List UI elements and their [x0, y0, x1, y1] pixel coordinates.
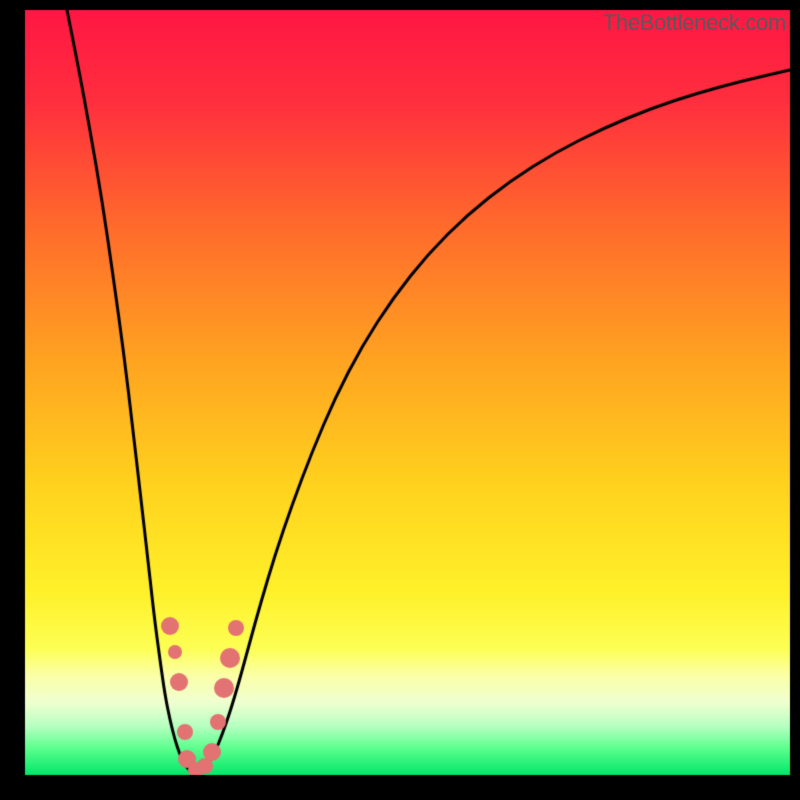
watermark-text: TheBottleneck.com: [603, 10, 786, 36]
bottleneck-curve-chart: [0, 0, 800, 800]
chart-container: TheBottleneck.com: [0, 0, 800, 800]
